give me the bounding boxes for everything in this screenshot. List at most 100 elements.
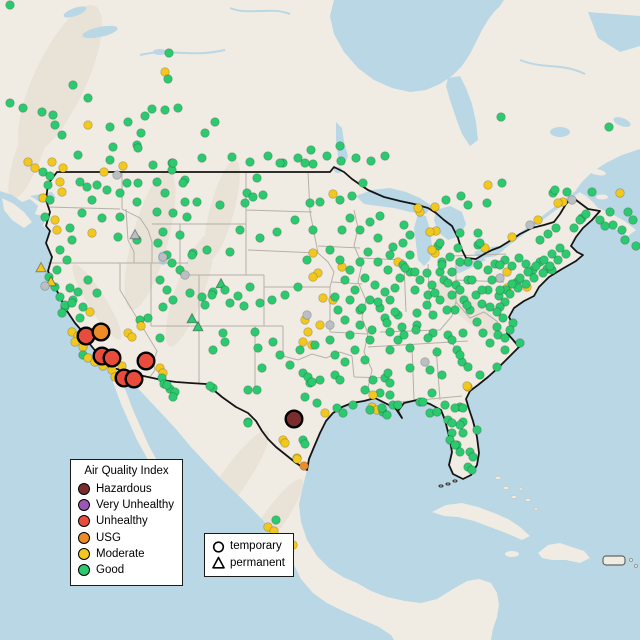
station-dot[interactable] (455, 228, 465, 238)
station-dot[interactable] (207, 290, 217, 300)
station-dot[interactable] (303, 327, 313, 337)
station-dot[interactable] (168, 392, 178, 402)
station-dot[interactable] (82, 182, 92, 192)
station-dot[interactable] (415, 275, 425, 285)
station-dot[interactable] (383, 265, 393, 275)
station-dot[interactable] (600, 221, 610, 231)
station-dot[interactable] (215, 200, 225, 210)
station-dot[interactable] (308, 248, 318, 258)
station-dot[interactable] (257, 363, 267, 373)
station-dot[interactable] (85, 307, 95, 317)
station-dot[interactable] (347, 191, 357, 201)
station-dot[interactable] (373, 233, 383, 243)
station-dot[interactable] (239, 301, 249, 311)
station-dot[interactable] (437, 260, 447, 270)
station-dot[interactable] (325, 245, 335, 255)
station-dot[interactable] (306, 145, 316, 155)
station-dot[interactable] (168, 158, 178, 168)
station-dot[interactable] (83, 93, 93, 103)
station-dot[interactable] (455, 257, 465, 267)
station-dot[interactable] (398, 238, 408, 248)
station-dot[interactable] (307, 377, 317, 387)
station-dot[interactable] (507, 261, 517, 271)
station-dot[interactable] (133, 178, 143, 188)
station-dot[interactable] (315, 197, 325, 207)
station-dot[interactable] (62, 255, 72, 265)
station-dot[interactable] (543, 229, 553, 239)
station-dot[interactable] (521, 259, 531, 269)
station-dot[interactable] (450, 305, 460, 315)
station-dot[interactable] (368, 375, 378, 385)
station-dot[interactable] (67, 298, 77, 308)
station-dot[interactable] (442, 305, 452, 315)
station-dot[interactable] (390, 307, 400, 317)
station-dot[interactable] (467, 275, 477, 285)
station-dot[interactable] (310, 340, 320, 350)
station-dot[interactable] (65, 283, 75, 293)
station-dot[interactable] (318, 293, 328, 303)
station-dot[interactable] (52, 225, 62, 235)
station-dot[interactable] (495, 285, 505, 295)
station-dot[interactable] (553, 198, 563, 208)
station-dot[interactable] (553, 255, 563, 265)
station-dot[interactable] (77, 208, 87, 218)
incident-marker[interactable] (102, 348, 122, 368)
station-dot[interactable] (475, 238, 485, 248)
station-dot[interactable] (45, 171, 55, 181)
station-dot[interactable] (75, 177, 85, 187)
station-dot[interactable] (482, 198, 492, 208)
station-dot[interactable] (67, 235, 77, 245)
station-dot[interactable] (437, 370, 447, 380)
permanent-station-marker[interactable] (129, 228, 141, 240)
station-dot[interactable] (455, 447, 465, 457)
station-dot[interactable] (399, 330, 409, 340)
station-dot[interactable] (427, 245, 437, 255)
station-dot[interactable] (180, 270, 190, 280)
station-dot[interactable] (272, 227, 282, 237)
station-dot[interactable] (280, 438, 290, 448)
station-dot[interactable] (515, 273, 525, 283)
station-dot[interactable] (472, 317, 482, 327)
station-dot[interactable] (467, 465, 477, 475)
station-dot[interactable] (5, 0, 15, 10)
station-dot[interactable] (158, 227, 168, 237)
station-dot[interactable] (163, 74, 173, 84)
station-dot[interactable] (505, 289, 515, 299)
station-dot[interactable] (615, 188, 625, 198)
station-dot[interactable] (507, 279, 517, 289)
station-dot[interactable] (147, 104, 157, 114)
station-dot[interactable] (243, 385, 253, 395)
station-dot[interactable] (473, 228, 483, 238)
station-dot[interactable] (418, 397, 428, 407)
station-dot[interactable] (405, 363, 415, 373)
station-dot[interactable] (102, 185, 112, 195)
station-dot[interactable] (302, 310, 312, 320)
station-dot[interactable] (330, 292, 340, 302)
station-dot[interactable] (87, 195, 97, 205)
station-dot[interactable] (340, 315, 350, 325)
station-dot[interactable] (252, 173, 262, 183)
station-dot[interactable] (40, 212, 50, 222)
station-dot[interactable] (305, 198, 315, 208)
station-dot[interactable] (550, 185, 560, 195)
station-dot[interactable] (385, 390, 395, 400)
station-dot[interactable] (348, 400, 358, 410)
station-dot[interactable] (23, 157, 33, 167)
station-dot[interactable] (168, 295, 178, 305)
station-dot[interactable] (155, 333, 165, 343)
station-dot[interactable] (608, 220, 618, 230)
station-dot[interactable] (355, 225, 365, 235)
station-dot[interactable] (360, 273, 370, 283)
station-dot[interactable] (581, 209, 591, 219)
station-dot[interactable] (422, 300, 432, 310)
incident-marker[interactable] (91, 322, 111, 342)
station-dot[interactable] (337, 225, 347, 235)
station-dot[interactable] (180, 197, 190, 207)
station-dot[interactable] (87, 228, 97, 238)
station-dot[interactable] (235, 225, 245, 235)
station-dot[interactable] (300, 158, 310, 168)
station-dot[interactable] (253, 343, 263, 353)
station-dot[interactable] (320, 408, 330, 418)
station-dot[interactable] (393, 400, 403, 410)
station-dot[interactable] (298, 337, 308, 347)
